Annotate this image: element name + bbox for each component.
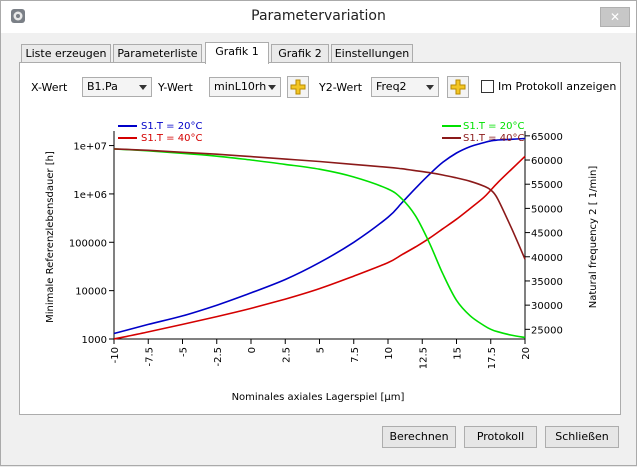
chevron-down-icon: [426, 85, 434, 90]
y-value-label: Y-Wert: [158, 81, 193, 94]
protocol-button[interactable]: Protokoll: [464, 426, 537, 448]
plus-icon: [290, 79, 306, 95]
chevron-down-icon: [139, 85, 147, 90]
protocol-checkbox[interactable]: [481, 80, 494, 93]
y-value-text: minL10rh: [214, 80, 267, 93]
x-value-text: B1.Pa: [87, 80, 118, 93]
y2-value-select[interactable]: Freq2: [371, 77, 439, 97]
tab-parameterliste[interactable]: Parameterliste: [113, 44, 202, 63]
tab-grafik-2[interactable]: Grafik 2: [271, 44, 329, 63]
close-icon[interactable]: ✕: [600, 7, 630, 27]
x-value-select[interactable]: B1.Pa: [82, 77, 152, 97]
grafik-panel: [19, 62, 621, 415]
chevron-down-icon: [268, 85, 276, 90]
tab-einstellungen[interactable]: Einstellungen: [331, 44, 413, 63]
calculate-button[interactable]: Berechnen: [382, 426, 456, 448]
tab-grafik-1[interactable]: Grafik 1: [205, 42, 269, 64]
plus-icon: [450, 79, 466, 95]
y2-value-label: Y2-Wert: [319, 81, 363, 94]
add-y-button[interactable]: [287, 76, 309, 98]
protocol-checkbox-label[interactable]: Im Protokoll anzeigen: [498, 80, 617, 93]
tab-liste-erzeugen[interactable]: Liste erzeugen: [21, 44, 111, 63]
title-bar: Parametervariation ✕: [1, 1, 636, 33]
app-icon: [10, 8, 26, 24]
add-y2-button[interactable]: [447, 76, 469, 98]
y2-value-text: Freq2: [376, 80, 407, 93]
window-title: Parametervariation: [251, 8, 386, 24]
x-value-label: X-Wert: [31, 81, 68, 94]
y-value-select[interactable]: minL10rh: [209, 77, 281, 97]
close-button[interactable]: Schließen: [545, 426, 619, 448]
